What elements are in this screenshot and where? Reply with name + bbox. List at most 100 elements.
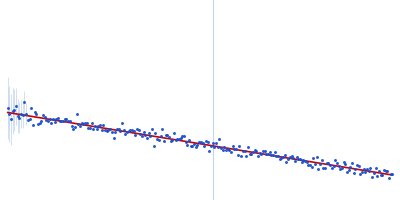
Point [120, 128, 127, 131]
Point [204, 141, 211, 144]
Point [275, 154, 281, 157]
Point [157, 134, 164, 138]
Point [208, 145, 214, 148]
Point [312, 163, 318, 166]
Point [171, 131, 177, 135]
Point [270, 153, 276, 157]
Point [18, 113, 24, 116]
Point [330, 164, 337, 167]
Point [178, 136, 184, 139]
Point [33, 112, 40, 115]
Point [31, 111, 38, 114]
Point [300, 158, 306, 161]
Point [339, 166, 345, 170]
Point [297, 157, 303, 160]
Point [107, 127, 113, 130]
Point [224, 148, 231, 151]
Point [87, 127, 93, 130]
Point [14, 115, 21, 118]
Point [166, 135, 172, 139]
Point [13, 105, 19, 108]
Point [110, 137, 117, 140]
Point [132, 133, 138, 136]
Point [181, 134, 187, 138]
Point [367, 166, 374, 169]
Point [376, 169, 382, 173]
Point [288, 155, 295, 158]
Point [112, 131, 118, 134]
Point [382, 169, 389, 173]
Point [63, 118, 70, 121]
Point [335, 164, 342, 168]
Point [174, 138, 180, 141]
Point [82, 122, 88, 125]
Point [85, 127, 92, 130]
Point [308, 165, 315, 168]
Point [92, 124, 98, 128]
Point [384, 170, 390, 173]
Point [354, 164, 360, 167]
Point [272, 151, 278, 154]
Point [318, 158, 325, 161]
Point [95, 124, 102, 128]
Point [214, 145, 221, 148]
Point [67, 120, 73, 123]
Point [369, 175, 375, 178]
Point [314, 155, 320, 159]
Point [250, 150, 256, 153]
Point [347, 165, 354, 168]
Point [231, 148, 238, 151]
Point [42, 115, 48, 119]
Point [357, 172, 364, 176]
Point [280, 156, 286, 159]
Point [136, 129, 142, 132]
Point [211, 145, 218, 149]
Point [53, 118, 60, 121]
Point [334, 161, 340, 164]
Point [182, 141, 189, 144]
Point [35, 123, 41, 126]
Point [278, 157, 285, 160]
Point [350, 172, 357, 175]
Point [45, 120, 51, 123]
Point [21, 101, 28, 104]
Point [236, 145, 243, 148]
Point [342, 163, 348, 166]
Point [146, 131, 152, 134]
Point [104, 129, 110, 133]
Point [256, 151, 263, 155]
Point [134, 127, 140, 131]
Point [149, 128, 155, 131]
Point [48, 122, 54, 125]
Point [186, 139, 192, 142]
Point [194, 144, 201, 147]
Point [352, 167, 358, 170]
Point [169, 138, 176, 142]
Point [60, 119, 66, 122]
Point [144, 137, 150, 140]
Point [293, 156, 300, 159]
Point [290, 157, 296, 160]
Point [206, 150, 212, 153]
Point [129, 129, 135, 132]
Point [292, 159, 298, 163]
Point [56, 120, 63, 123]
Point [356, 165, 362, 168]
Point [127, 129, 134, 132]
Point [283, 160, 290, 163]
Point [276, 157, 283, 160]
Point [360, 167, 367, 171]
Point [6, 112, 12, 115]
Point [179, 134, 186, 138]
Point [142, 133, 149, 136]
Point [184, 144, 191, 147]
Point [172, 139, 179, 142]
Point [52, 121, 58, 124]
Point [346, 169, 352, 172]
Point [164, 133, 170, 137]
Point [268, 154, 274, 157]
Point [75, 122, 82, 125]
Point [287, 156, 293, 159]
Point [374, 174, 380, 177]
Point [230, 144, 236, 148]
